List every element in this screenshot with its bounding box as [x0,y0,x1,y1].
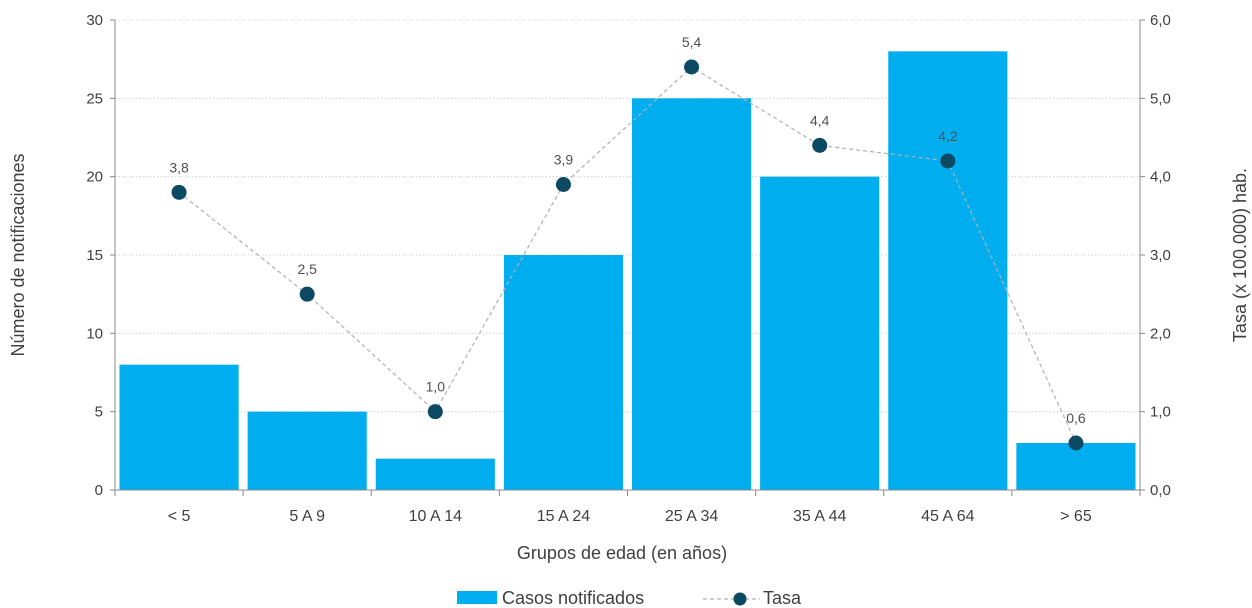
rate-point [940,153,956,169]
bar [632,98,752,490]
rate-point [171,184,187,200]
y-tick-label: 0 [95,482,103,499]
rate-data-label: 3,8 [169,159,189,175]
y2-tick-label: 1,0 [1150,404,1171,421]
rate-data-label: 4,2 [938,128,958,144]
rate-line [178,66,1077,444]
rate-data-label: 2,5 [297,261,317,277]
bar [247,411,367,490]
tick-labels: 0 0,0 5 1,0 10 2,0 15 3,0 20 4,0 25 5,0 30 6,0 < 5 5 A … [86,12,1171,525]
y-tick-label: 20 [86,169,103,186]
y2-tick-label: 0,0 [1150,482,1171,499]
bar-series [119,51,1136,490]
rate-point [299,286,315,302]
rate-point [1068,435,1084,451]
legend-label-bars: Casos notificados [502,588,644,608]
x-tick-label: 25 A 34 [665,508,718,525]
bar [1016,443,1136,490]
legend-marker-line [733,592,747,606]
rate-data-label: 0,6 [1066,410,1086,426]
y-tick-label: 10 [86,325,103,342]
x-tick-label: 35 A 44 [793,508,846,525]
bar [503,255,623,490]
rate-data-label: 4,4 [810,112,830,128]
rate-point [427,404,443,420]
y2-tick-label: 6,0 [1150,12,1171,29]
y2-tick-label: 2,0 [1150,325,1171,342]
x-tick-label: 10 A 14 [409,508,462,525]
y2-tick-label: 4,0 [1150,169,1171,186]
y2-axis-title: Tasa (x 100.000) hab. [1230,168,1250,342]
legend-swatch-bars [457,591,497,604]
rate-data-label: 5,4 [682,34,702,50]
line-series [171,59,1084,451]
x-tick-label: < 5 [168,508,191,525]
y-tick-label: 5 [95,404,103,421]
rate-point [684,59,700,75]
y-tick-label: 25 [86,90,103,107]
rate-point [812,137,828,153]
y-tick-label: 30 [86,12,103,29]
data-labels: 3,8 2,5 1,0 3,9 5,4 4,4 4,2 0,6 [169,34,1086,426]
x-axis-title: Grupos de edad (en años) [517,543,727,563]
y-axis-title: Número de notificaciones [8,153,28,356]
bar [760,176,880,490]
bar [375,458,495,490]
legend: Casos notificados Tasa [457,588,802,608]
bar [119,364,239,490]
x-tick-label: 45 A 64 [921,508,974,525]
x-tick-label: 15 A 24 [537,508,590,525]
rate-point [555,177,571,192]
legend-label-line: Tasa [763,588,802,608]
y2-tick-label: 3,0 [1150,247,1171,264]
bar [888,51,1008,490]
x-tick-label: 5 A 9 [289,508,325,525]
axes [110,19,1145,496]
x-tick-label: > 65 [1060,508,1092,525]
y2-tick-label: 5,0 [1150,90,1171,107]
rate-data-label: 3,9 [554,152,574,168]
y-tick-label: 15 [86,247,103,264]
rate-data-label: 1,0 [426,379,446,395]
